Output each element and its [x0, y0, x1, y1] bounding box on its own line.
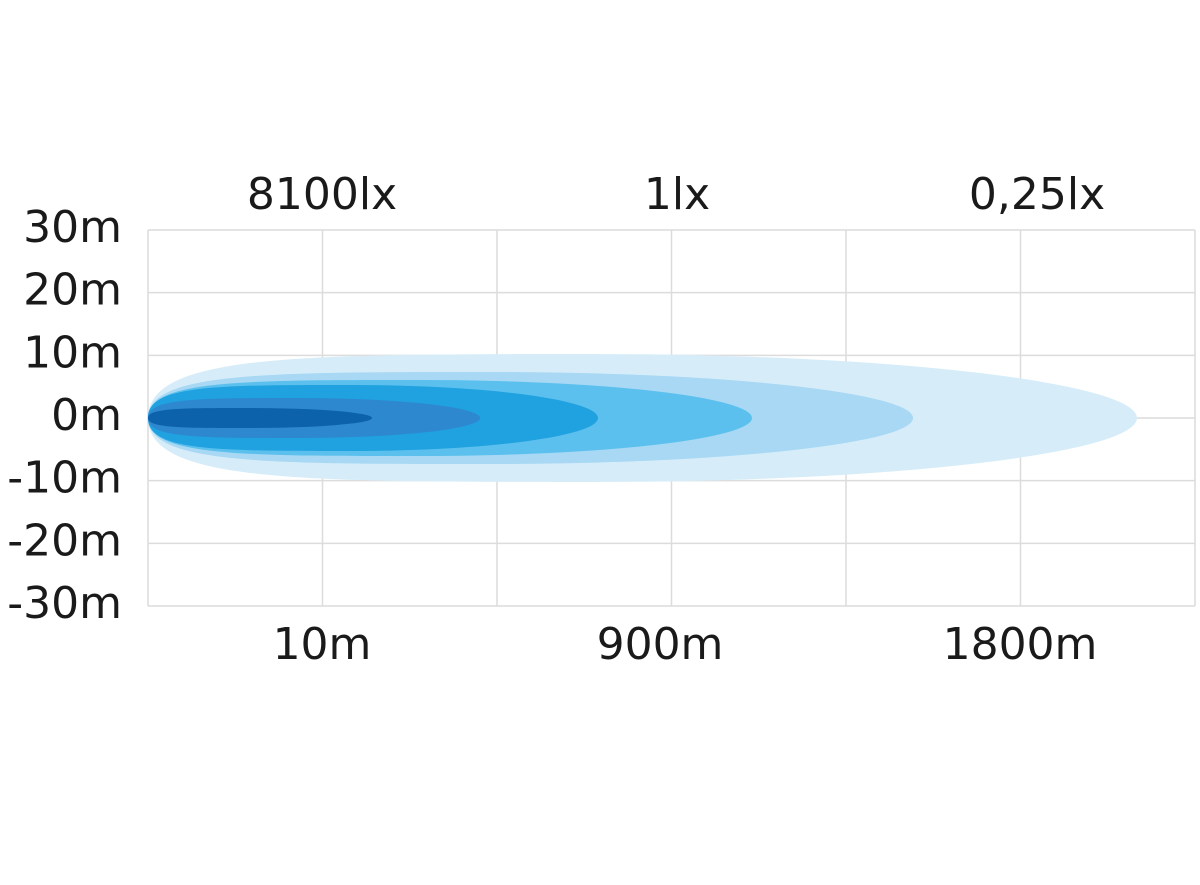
- beam-zone: [148, 408, 372, 428]
- y-axis-label: 0m: [51, 390, 122, 441]
- illuminance-label: 1lx: [644, 169, 710, 220]
- labels: 30m 20m 10m 0m -10m -20m -30m 8100lx 1lx 0,25lx 10…: [7, 169, 1105, 670]
- y-axis-label: -20m: [7, 515, 122, 566]
- x-axis-label: 1800m: [943, 619, 1098, 670]
- x-axis-label: 10m: [273, 619, 372, 670]
- y-axis-label: 30m: [23, 202, 122, 253]
- y-axis-label: 20m: [23, 265, 122, 316]
- beam-pattern: [148, 354, 1137, 482]
- illuminance-label: 8100lx: [247, 169, 397, 220]
- y-axis-label: -30m: [7, 578, 122, 629]
- y-axis-label: 10m: [23, 327, 122, 378]
- y-axis-label: -10m: [7, 453, 122, 504]
- illuminance-label: 0,25lx: [969, 169, 1105, 220]
- x-axis-label: 900m: [597, 619, 724, 670]
